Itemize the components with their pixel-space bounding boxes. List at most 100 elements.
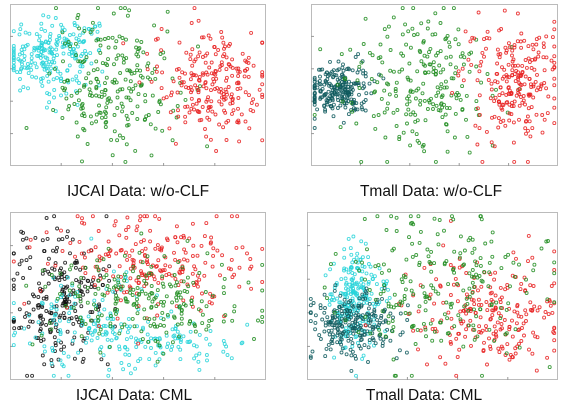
scatter-point <box>117 264 122 269</box>
scatter-point <box>81 276 86 281</box>
scatter-point <box>352 272 357 277</box>
scatter-point <box>337 319 342 324</box>
scatter-point <box>386 287 390 292</box>
scatter-point <box>464 296 469 301</box>
scatter-point <box>416 214 421 219</box>
scatter-point <box>519 281 524 286</box>
scatter-point <box>135 297 139 302</box>
scatter-point <box>115 106 120 110</box>
scatter-point <box>145 51 150 56</box>
scatter-point <box>456 27 461 32</box>
scatter-point <box>11 48 16 53</box>
scatter-point <box>404 350 409 355</box>
scatter-point <box>458 234 463 239</box>
scatter-point <box>500 346 505 351</box>
scatter-point <box>474 99 479 104</box>
scatter-point <box>92 285 97 290</box>
scatter-point <box>73 254 77 259</box>
scatter-point <box>145 258 150 263</box>
scatter-point <box>516 88 520 92</box>
scatter-point <box>407 99 412 104</box>
scatter-point <box>148 323 153 328</box>
scatter-point <box>106 373 111 378</box>
scatter-point <box>367 288 372 292</box>
scatter-point <box>367 301 372 306</box>
scatter-point <box>103 125 108 129</box>
scatter-point <box>526 233 531 238</box>
scatter-point <box>368 331 373 336</box>
scatter-point <box>492 144 497 149</box>
scatter-point <box>97 103 101 108</box>
scatter-point <box>260 82 265 87</box>
scatter-point <box>552 60 557 65</box>
scatter-point <box>140 249 145 254</box>
scatter-point <box>106 45 111 50</box>
scatter-point <box>54 47 59 52</box>
scatter-point <box>361 317 366 322</box>
scatter-point <box>196 359 201 364</box>
scatter-point <box>355 341 360 345</box>
scatter-point <box>122 278 127 283</box>
scatter-point <box>373 297 378 302</box>
scatter-point <box>138 83 143 88</box>
scatter-point <box>366 320 371 325</box>
scatter-point <box>450 214 454 219</box>
scatter-point <box>458 309 463 314</box>
scatter-point <box>425 107 430 111</box>
scatter-point <box>439 95 444 99</box>
scatter-point <box>123 345 128 350</box>
scatter-point <box>414 253 419 257</box>
scatter-point <box>137 250 142 255</box>
scatter-point <box>552 76 557 81</box>
scatter-point <box>62 79 67 84</box>
scatter-point <box>400 67 405 72</box>
scatter-point <box>416 347 420 352</box>
scatter-point <box>87 87 92 92</box>
scatter-point <box>448 54 453 59</box>
scatter-point <box>478 307 483 312</box>
scatter-point <box>330 98 335 103</box>
scatter-point <box>154 304 159 309</box>
scatter-point <box>385 327 390 332</box>
scatter-point <box>318 67 323 72</box>
scatter-point <box>49 51 54 55</box>
scatter-point <box>209 235 214 240</box>
scatter-point <box>74 258 79 263</box>
scatter-point <box>160 281 165 286</box>
scatter-point <box>80 323 85 327</box>
scatter-point <box>96 278 101 283</box>
scatter-point <box>498 285 503 290</box>
scatter-point <box>41 13 46 18</box>
scatter-point <box>99 357 104 362</box>
scatter-point <box>236 120 241 125</box>
scatter-point <box>438 108 443 113</box>
scatter-point <box>399 51 404 56</box>
scatter-point <box>356 52 361 57</box>
scatter-point <box>446 282 451 287</box>
scatter-point <box>107 254 112 259</box>
scatter-point <box>43 284 48 289</box>
scatter-point <box>544 239 549 244</box>
scatter-point <box>102 92 107 97</box>
scatter-point <box>404 112 409 117</box>
scatter-point <box>350 341 355 346</box>
scatter-point <box>362 264 367 269</box>
scatter-point <box>454 96 459 101</box>
scatter-point <box>189 299 194 303</box>
scatter-point <box>180 265 185 270</box>
scatter-point <box>40 83 45 88</box>
scatter-point <box>192 356 197 361</box>
scatter-point <box>228 101 233 106</box>
scatter-point <box>72 335 77 340</box>
scatter-point <box>20 237 25 242</box>
scatter-point <box>208 137 213 142</box>
scatter-point <box>155 64 159 69</box>
scatter-point <box>22 65 27 70</box>
scatter-point <box>99 313 104 318</box>
scatter-point <box>475 334 480 339</box>
scatter-point <box>159 246 164 251</box>
scatter-point <box>68 44 73 49</box>
scatter-point <box>449 341 453 346</box>
scatter-point <box>242 74 247 79</box>
scatter-point <box>88 310 93 315</box>
